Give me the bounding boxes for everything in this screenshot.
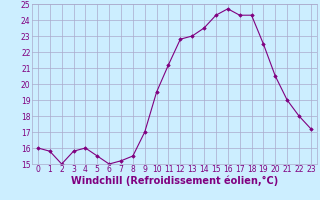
X-axis label: Windchill (Refroidissement éolien,°C): Windchill (Refroidissement éolien,°C) [71,176,278,186]
